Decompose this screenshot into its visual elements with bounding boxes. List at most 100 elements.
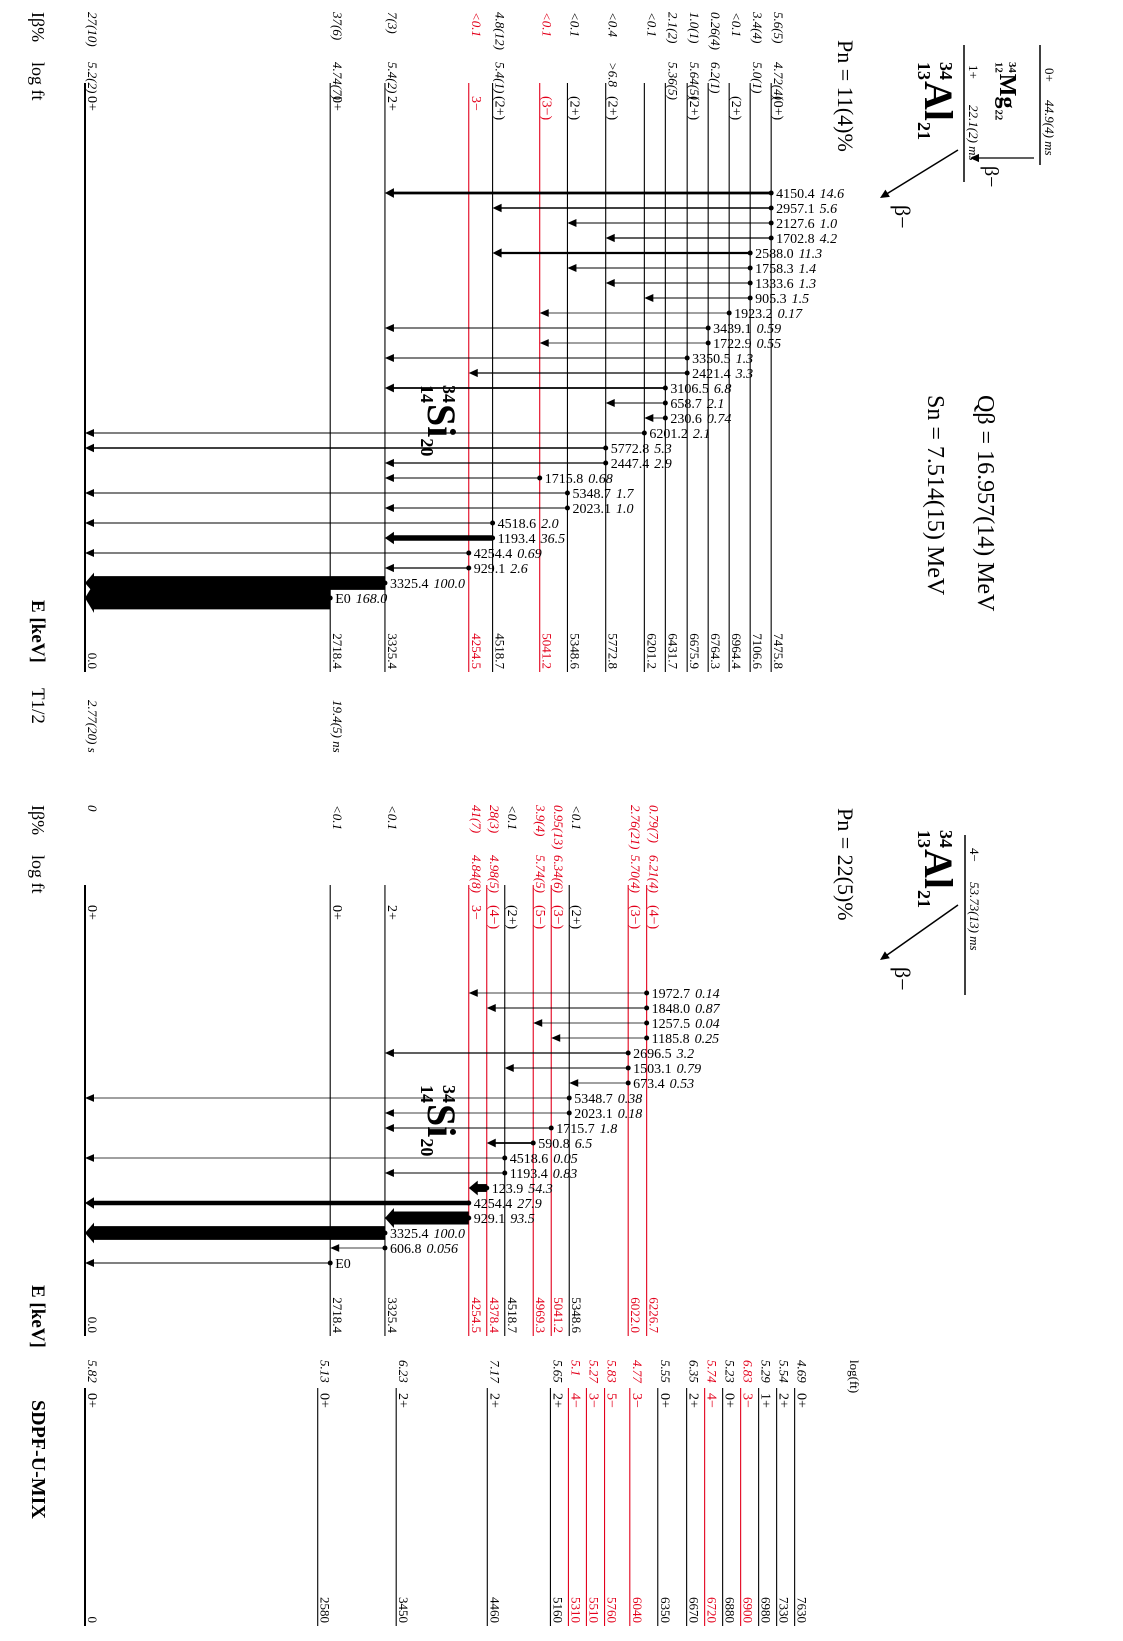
gamma-origin — [327, 1260, 333, 1266]
level-energy: 6764.3 — [708, 633, 723, 669]
gamma-origin — [625, 1050, 631, 1056]
beta-arrow-head — [970, 153, 979, 163]
gamma-energy: 905.3 — [755, 292, 787, 307]
gamma-origin — [625, 1080, 631, 1086]
proton-number: 14 — [417, 1085, 437, 1103]
gamma-intensity: 27.9 — [517, 1197, 542, 1212]
gamma-origin — [625, 1065, 631, 1071]
gamma-origin — [382, 580, 388, 586]
beta-arrow — [886, 149, 959, 195]
gamma-intensity: 0.25 — [695, 1032, 720, 1047]
gamma-origin — [466, 565, 472, 571]
gamma-transition-head — [384, 188, 394, 198]
level-spin: 2+ — [686, 1393, 701, 1408]
level-energy: 6022.0 — [628, 1297, 643, 1333]
gamma-intensity: 5.6 — [820, 202, 838, 217]
level-spin: (0+) — [770, 96, 785, 121]
gamma-label: 1702.8 4.2 — [776, 232, 837, 247]
level-energy: 4518.7 — [493, 633, 508, 669]
gamma-transition-head — [85, 549, 94, 557]
gamma-energy: 1923.2 — [734, 307, 773, 322]
level-energy: 2718.4 — [330, 1297, 345, 1333]
gamma-energy: 673.4 — [633, 1077, 665, 1092]
gamma-intensity: 1.5 — [792, 292, 810, 307]
gamma-label: 929.1 93.5 — [474, 1212, 535, 1227]
gamma-label: 1923.2 0.17 — [734, 307, 803, 322]
level-energy: 2718.4 — [330, 633, 345, 669]
level-energy: 4518.7 — [505, 1297, 520, 1333]
beta-intensity: <0.1 — [505, 805, 520, 830]
log-ft: 5.4(1) — [493, 62, 508, 93]
neutron-emission: Pn = 11(4)% — [833, 40, 858, 152]
gamma-intensity: 14.6 — [820, 187, 845, 202]
level-energy: 4254.5 — [469, 633, 484, 669]
gamma-intensity: 1.4 — [799, 262, 817, 277]
gamma-intensity: 1.7 — [616, 487, 635, 502]
level-energy: 5348.6 — [567, 633, 582, 669]
gamma-energy: 5772.8 — [611, 442, 650, 457]
gamma-label: 2023.1 1.0 — [572, 502, 633, 517]
log-ft: 5.27 — [586, 1360, 601, 1383]
gamma-energy: 5348.7 — [572, 487, 611, 502]
gamma-origin — [537, 475, 543, 481]
element-symbol: Mg — [994, 74, 1020, 109]
gamma-transition-head — [605, 279, 615, 287]
gamma-transition-head — [468, 989, 478, 997]
gamma-origin — [327, 595, 333, 601]
beta-intensity: 1.0(1) — [687, 12, 702, 43]
gamma-energy: 3106.5 — [670, 382, 709, 397]
level-energy: 5041.2 — [540, 633, 555, 669]
level-energy: 6720 — [705, 1597, 720, 1623]
level-energy: 0.0 — [85, 653, 100, 669]
log-ft: 5.36(5) — [665, 62, 680, 100]
gamma-origin — [566, 1095, 572, 1101]
gamma-transition-head — [85, 1222, 94, 1244]
gamma-transition-head — [384, 504, 394, 512]
gamma-label: 4254.4 0.69 — [474, 547, 542, 562]
gamma-origin — [382, 1245, 388, 1251]
gamma-origin — [502, 1170, 508, 1176]
column-header: Iβ% — [28, 805, 48, 835]
q-value: Qβ = 16.957(14) MeV — [972, 395, 998, 612]
level-energy: 6980 — [759, 1597, 774, 1623]
level-energy: 0 — [85, 1617, 100, 1624]
gamma-transition-head — [384, 383, 394, 393]
neutron-emission: Pn = 22(5)% — [833, 808, 858, 921]
level-energy: 5348.6 — [569, 1297, 584, 1333]
gamma-transition-head — [85, 583, 94, 613]
gamma-energy: 1193.4 — [498, 532, 536, 547]
gamma-transition-head — [551, 1034, 561, 1042]
gamma-label: 1848.0 0.87 — [652, 1002, 721, 1017]
gamma-origin — [641, 430, 647, 436]
gamma-intensity: 2.1 — [707, 397, 725, 412]
gamma-transition-head — [85, 443, 94, 453]
gamma-intensity: 1.0 — [616, 502, 634, 517]
gamma-origin — [548, 1125, 554, 1131]
gamma-label: 2957.1 5.6 — [776, 202, 837, 217]
gamma-intensity: 168.0 — [356, 592, 388, 607]
neutron-number: 22 — [993, 109, 1005, 120]
gamma-transition-head — [468, 1180, 478, 1196]
level-spin: 3− — [585, 1393, 600, 1408]
gamma-label: 1722.9 0.55 — [713, 337, 781, 352]
column-header: E [keV] — [27, 1285, 48, 1348]
gamma-origin — [466, 550, 472, 556]
beta-intensity: 37(6) — [330, 11, 345, 40]
gamma-transition-head — [569, 1079, 579, 1087]
log-ft: 7.17 — [487, 1360, 502, 1383]
gamma-intensity: 100.0 — [433, 577, 465, 592]
level-spin: 2+ — [384, 96, 399, 111]
level-spin: 0+ — [329, 905, 344, 920]
beta-intensity: <0.1 — [540, 12, 555, 37]
gamma-origin — [490, 535, 496, 541]
level-spin: (4−) — [646, 905, 661, 930]
beta-intensity: 5.6(5) — [771, 12, 786, 43]
log-ft: 6.21(4) — [647, 855, 662, 893]
beta-intensity: <0.4 — [606, 12, 621, 38]
gamma-label: 2447.4 2.9 — [611, 457, 672, 472]
gamma-label: 3439.1 0.59 — [713, 322, 781, 337]
gamma-label: 1503.1 0.79 — [633, 1062, 701, 1077]
